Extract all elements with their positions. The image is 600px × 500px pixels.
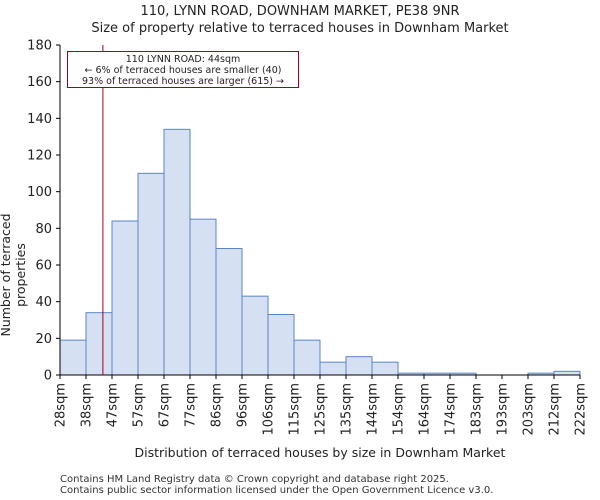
x-tick-label: 47sqm <box>106 383 121 427</box>
x-tick-label: 106sqm <box>262 383 277 436</box>
histogram-bar <box>163 128 191 376</box>
y-tick-label: 120 <box>27 149 52 164</box>
x-tick-label: 135sqm <box>340 383 355 436</box>
x-tick-label: 28sqm <box>54 383 69 427</box>
x-tick-label: 144sqm <box>366 383 381 436</box>
annotation-line-property: 110 LYNN ROAD: 44sqm <box>125 54 241 65</box>
histogram-bar <box>241 295 269 376</box>
histogram-bar <box>267 314 295 376</box>
x-tick-label: 183sqm <box>470 383 485 436</box>
histogram-bar <box>319 361 347 376</box>
annotation-line-smaller: ← 6% of terraced houses are smaller (40) <box>84 65 282 76</box>
x-tick-label: 38sqm <box>80 383 95 427</box>
x-tick-label: 67sqm <box>158 383 173 427</box>
chart-title: Size of property relative to terraced ho… <box>91 21 509 36</box>
footer-licence: Contains public sector information licen… <box>60 485 494 496</box>
y-tick-label: 20 <box>35 332 52 347</box>
y-tick-label: 40 <box>35 295 52 310</box>
y-tick-label: 60 <box>35 259 52 274</box>
histogram-bar <box>137 172 165 376</box>
histogram-bar <box>371 361 399 376</box>
x-tick-label: 77sqm <box>184 383 199 427</box>
histogram-bar <box>189 218 217 376</box>
histogram-bar <box>59 339 87 376</box>
y-tick-label: 140 <box>27 112 52 127</box>
x-tick-label: 193sqm <box>496 383 511 436</box>
x-tick-label: 115sqm <box>288 383 303 436</box>
x-axis-label: Distribution of terraced houses by size … <box>134 445 506 460</box>
x-tick-label: 222sqm <box>574 383 589 436</box>
x-tick-label: 125sqm <box>314 383 329 436</box>
y-axis-label: Number of terraced properties <box>0 213 28 337</box>
x-tick-label: 164sqm <box>418 383 433 436</box>
x-tick-label: 203sqm <box>522 383 537 436</box>
y-tick-label: 160 <box>27 75 52 90</box>
x-tick-label: 212sqm <box>548 383 563 436</box>
histogram-bar <box>215 248 243 376</box>
y-tick-label: 0 <box>44 369 52 384</box>
histogram-bar <box>111 220 139 376</box>
x-tick-label: 96sqm <box>236 383 251 427</box>
x-tick-label: 57sqm <box>132 383 147 427</box>
x-tick-label: 86sqm <box>210 383 225 427</box>
chart-title-address: 110, LYNN ROAD, DOWNHAM MARKET, PE38 9NR <box>140 4 460 19</box>
histogram-bar <box>293 339 321 376</box>
footer-copyright: Contains HM Land Registry data © Crown c… <box>60 474 449 485</box>
x-tick-label: 154sqm <box>392 383 407 436</box>
histogram-bar <box>553 370 581 376</box>
y-tick-label: 180 <box>27 39 52 54</box>
histogram-bar <box>85 312 113 376</box>
y-tick-label: 80 <box>35 222 52 237</box>
annotation-line-larger: 93% of terraced houses are larger (615) … <box>82 76 284 87</box>
x-tick-label: 174sqm <box>444 383 459 436</box>
property-annotation-box: 110 LYNN ROAD: 44sqm ← 6% of terraced ho… <box>67 51 299 88</box>
histogram-bar <box>345 356 373 376</box>
y-tick-label: 100 <box>27 185 52 200</box>
